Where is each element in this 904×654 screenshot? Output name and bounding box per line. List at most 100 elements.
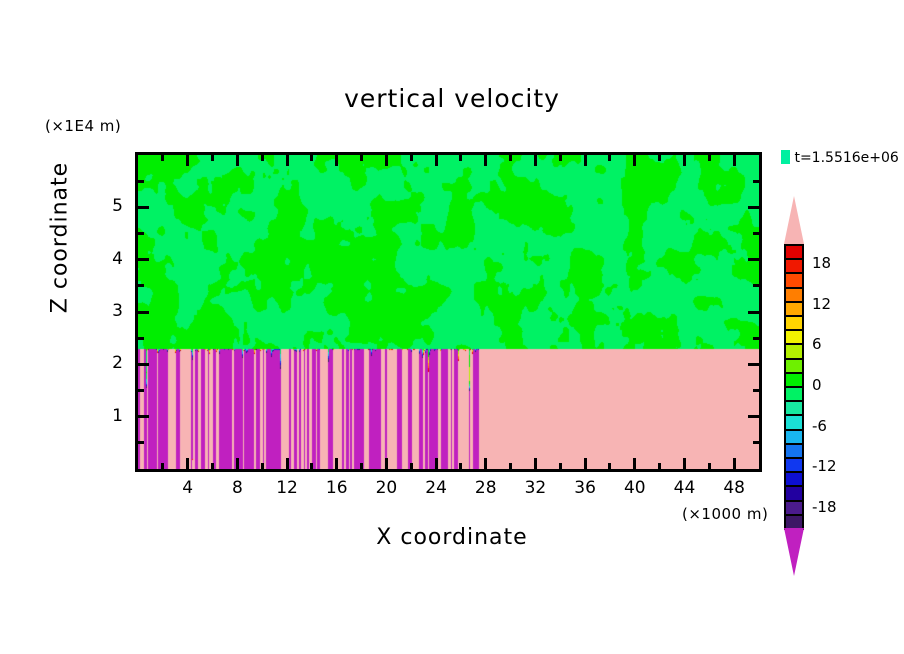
y-tick-4.5 (138, 232, 144, 235)
y-tick-right-1 (748, 415, 759, 419)
y-tick-right-2 (748, 362, 759, 366)
x-tick-6 (211, 463, 215, 469)
y-tick-right-4 (748, 258, 759, 262)
colorbar-over-arrow (784, 196, 804, 244)
x-tick-46 (707, 463, 711, 469)
x-tick-top-32 (533, 155, 537, 166)
time-annotation-text: t=1.5516e+06 (794, 150, 899, 166)
y-tick-1.5 (138, 389, 144, 392)
y-tick-right-3.5 (753, 284, 759, 288)
x-tick-18 (360, 463, 364, 469)
x-tick-40 (633, 458, 637, 469)
y-tick-5.5 (138, 179, 144, 183)
x-tick-top-44 (682, 155, 686, 166)
x-tick-top-6 (211, 155, 215, 161)
x-tick-label-28: 28 (474, 478, 497, 498)
colorbar-tick-label-0: 0 (812, 376, 822, 394)
x-tick-16 (335, 458, 339, 469)
x-tick-top-38 (608, 155, 612, 161)
y-axis-unit-label: (×1E4 m) (45, 117, 122, 135)
x-tick-label-12: 12 (276, 478, 298, 498)
time-swatch (781, 150, 790, 164)
x-tick-20 (384, 458, 388, 469)
x-axis-unit-label: (×1000 m) (682, 505, 769, 523)
x-tick-32 (533, 458, 537, 469)
x-tick-14 (310, 463, 314, 469)
x-tick-top-26 (459, 155, 463, 161)
x-tick-top-10 (260, 155, 264, 161)
x-tick-24 (434, 458, 438, 469)
x-tick-48 (732, 458, 736, 469)
y-tick-right-3 (748, 310, 759, 314)
colorbar-tick-label--12: -12 (812, 457, 837, 476)
x-tick-top-8 (235, 155, 239, 166)
y-tick-label-3: 3 (112, 301, 123, 321)
x-tick-label-48: 48 (723, 478, 745, 498)
x-tick-26 (459, 463, 463, 469)
page-title: vertical velocity (344, 84, 560, 113)
y-tick-label-4: 4 (112, 248, 123, 269)
x-tick-10 (260, 463, 264, 469)
y-tick-2 (138, 362, 149, 366)
x-tick-44 (682, 458, 686, 469)
colorbar-band-19 (784, 513, 804, 530)
colorbar-tick-label-18: 18 (812, 254, 832, 273)
time-annotation: t=1.5516e+06 (781, 150, 899, 166)
y-tick-2.5 (138, 336, 144, 340)
x-tick-top-40 (633, 155, 637, 166)
x-tick-30 (509, 463, 513, 469)
x-tick-36 (583, 458, 587, 469)
colorbar-under-arrow (784, 528, 804, 576)
y-axis-title: Z coordinate (47, 161, 73, 314)
x-tick-top-12 (285, 155, 289, 166)
x-axis-title: X coordinate (376, 525, 528, 550)
x-tick-22 (409, 463, 413, 469)
x-tick-top-14 (310, 155, 314, 161)
x-tick-top-48 (732, 155, 736, 166)
x-tick-top-22 (409, 155, 413, 161)
x-tick-label-40: 40 (623, 478, 646, 498)
x-tick-top-2 (161, 155, 165, 161)
x-tick-label-8: 8 (231, 478, 243, 498)
x-tick-label-16: 16 (325, 478, 348, 498)
plot-area[interactable] (135, 152, 762, 472)
x-tick-label-4: 4 (182, 478, 194, 498)
x-tick-top-36 (583, 155, 587, 166)
y-tick-1 (138, 415, 149, 419)
colorbar-tick-label-6: 6 (812, 335, 822, 354)
x-tick-label-20: 20 (375, 478, 398, 498)
y-tick-right-5.5 (753, 179, 759, 183)
x-tick-label-44: 44 (673, 478, 696, 498)
colorbar-tick-label--18: -18 (812, 497, 837, 516)
y-tick-4 (138, 258, 149, 262)
x-tick-top-28 (484, 155, 488, 166)
x-tick-38 (608, 463, 612, 469)
x-tick-top-30 (509, 155, 513, 161)
colorbar-tick-label-12: 12 (812, 294, 832, 313)
x-tick-label-36: 36 (574, 478, 596, 498)
x-tick-top-42 (658, 155, 662, 161)
x-tick-12 (285, 458, 289, 469)
y-tick-label-2: 2 (112, 353, 123, 374)
x-tick-28 (484, 458, 488, 469)
x-tick-4 (186, 458, 190, 469)
x-tick-8 (235, 458, 239, 469)
x-tick-top-16 (335, 155, 339, 166)
x-tick-top-20 (384, 155, 388, 166)
colorbar[interactable]: 18 12 6 0 -6 -12 -18 (780, 196, 900, 576)
y-tick-label-1: 1 (112, 405, 123, 426)
x-tick-42 (658, 463, 662, 469)
x-tick-top-4 (186, 155, 190, 166)
x-tick-2 (161, 463, 165, 469)
y-tick-right-0.5 (753, 441, 759, 445)
x-tick-top-18 (360, 155, 364, 161)
y-tick-right-5 (748, 205, 759, 209)
x-tick-top-24 (434, 155, 438, 166)
y-tick-0.5 (138, 441, 144, 445)
colorbar-tick-label--6: -6 (812, 416, 827, 435)
y-tick-label-5: 5 (112, 196, 123, 217)
x-tick-34 (558, 463, 562, 469)
y-tick-right-2.5 (753, 336, 759, 340)
y-tick-3.5 (138, 284, 144, 288)
